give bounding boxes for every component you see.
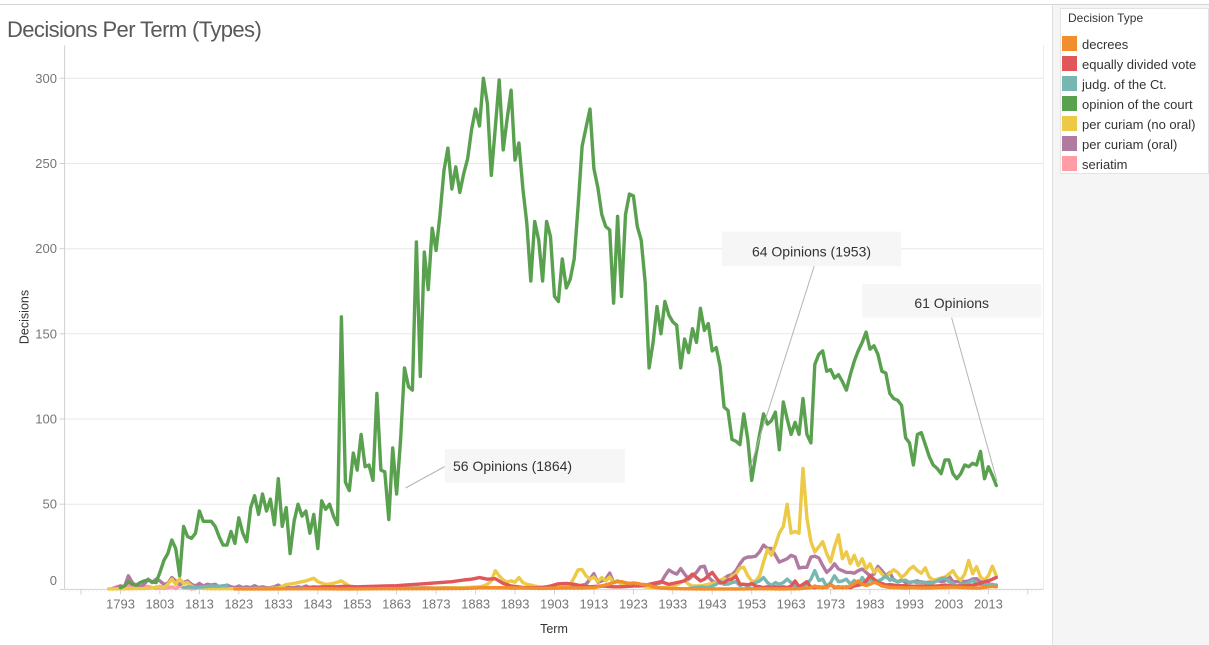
- svg-text:2003: 2003: [934, 597, 963, 612]
- svg-text:0: 0: [50, 573, 57, 588]
- svg-text:56 Opinions (1864): 56 Opinions (1864): [453, 458, 572, 474]
- svg-text:Term: Term: [540, 622, 568, 636]
- svg-text:1823: 1823: [224, 597, 253, 612]
- svg-text:2013: 2013: [974, 597, 1003, 612]
- svg-text:1813: 1813: [185, 597, 214, 612]
- svg-text:Decisions: Decisions: [18, 290, 32, 344]
- svg-text:200: 200: [35, 241, 57, 256]
- svg-text:100: 100: [35, 412, 57, 427]
- svg-text:1913: 1913: [579, 597, 608, 612]
- svg-text:1863: 1863: [382, 597, 411, 612]
- svg-text:1973: 1973: [816, 597, 845, 612]
- svg-text:1803: 1803: [145, 597, 174, 612]
- svg-text:250: 250: [35, 156, 57, 171]
- svg-text:1963: 1963: [777, 597, 806, 612]
- svg-text:1903: 1903: [540, 597, 569, 612]
- svg-text:1793: 1793: [106, 597, 135, 612]
- svg-text:1933: 1933: [658, 597, 687, 612]
- svg-text:1953: 1953: [737, 597, 766, 612]
- svg-text:1893: 1893: [501, 597, 530, 612]
- svg-text:1993: 1993: [895, 597, 924, 612]
- svg-text:1923: 1923: [619, 597, 648, 612]
- svg-text:1983: 1983: [856, 597, 885, 612]
- svg-text:1943: 1943: [698, 597, 727, 612]
- svg-text:1833: 1833: [264, 597, 293, 612]
- svg-text:1883: 1883: [461, 597, 490, 612]
- svg-text:1843: 1843: [303, 597, 332, 612]
- svg-text:1853: 1853: [343, 597, 372, 612]
- svg-text:61 Opinions: 61 Opinions: [914, 295, 989, 311]
- svg-text:50: 50: [43, 497, 57, 512]
- svg-text:64 Opinions (1953): 64 Opinions (1953): [752, 244, 871, 260]
- svg-text:300: 300: [35, 71, 57, 86]
- svg-text:1873: 1873: [422, 597, 451, 612]
- svg-text:150: 150: [35, 326, 57, 341]
